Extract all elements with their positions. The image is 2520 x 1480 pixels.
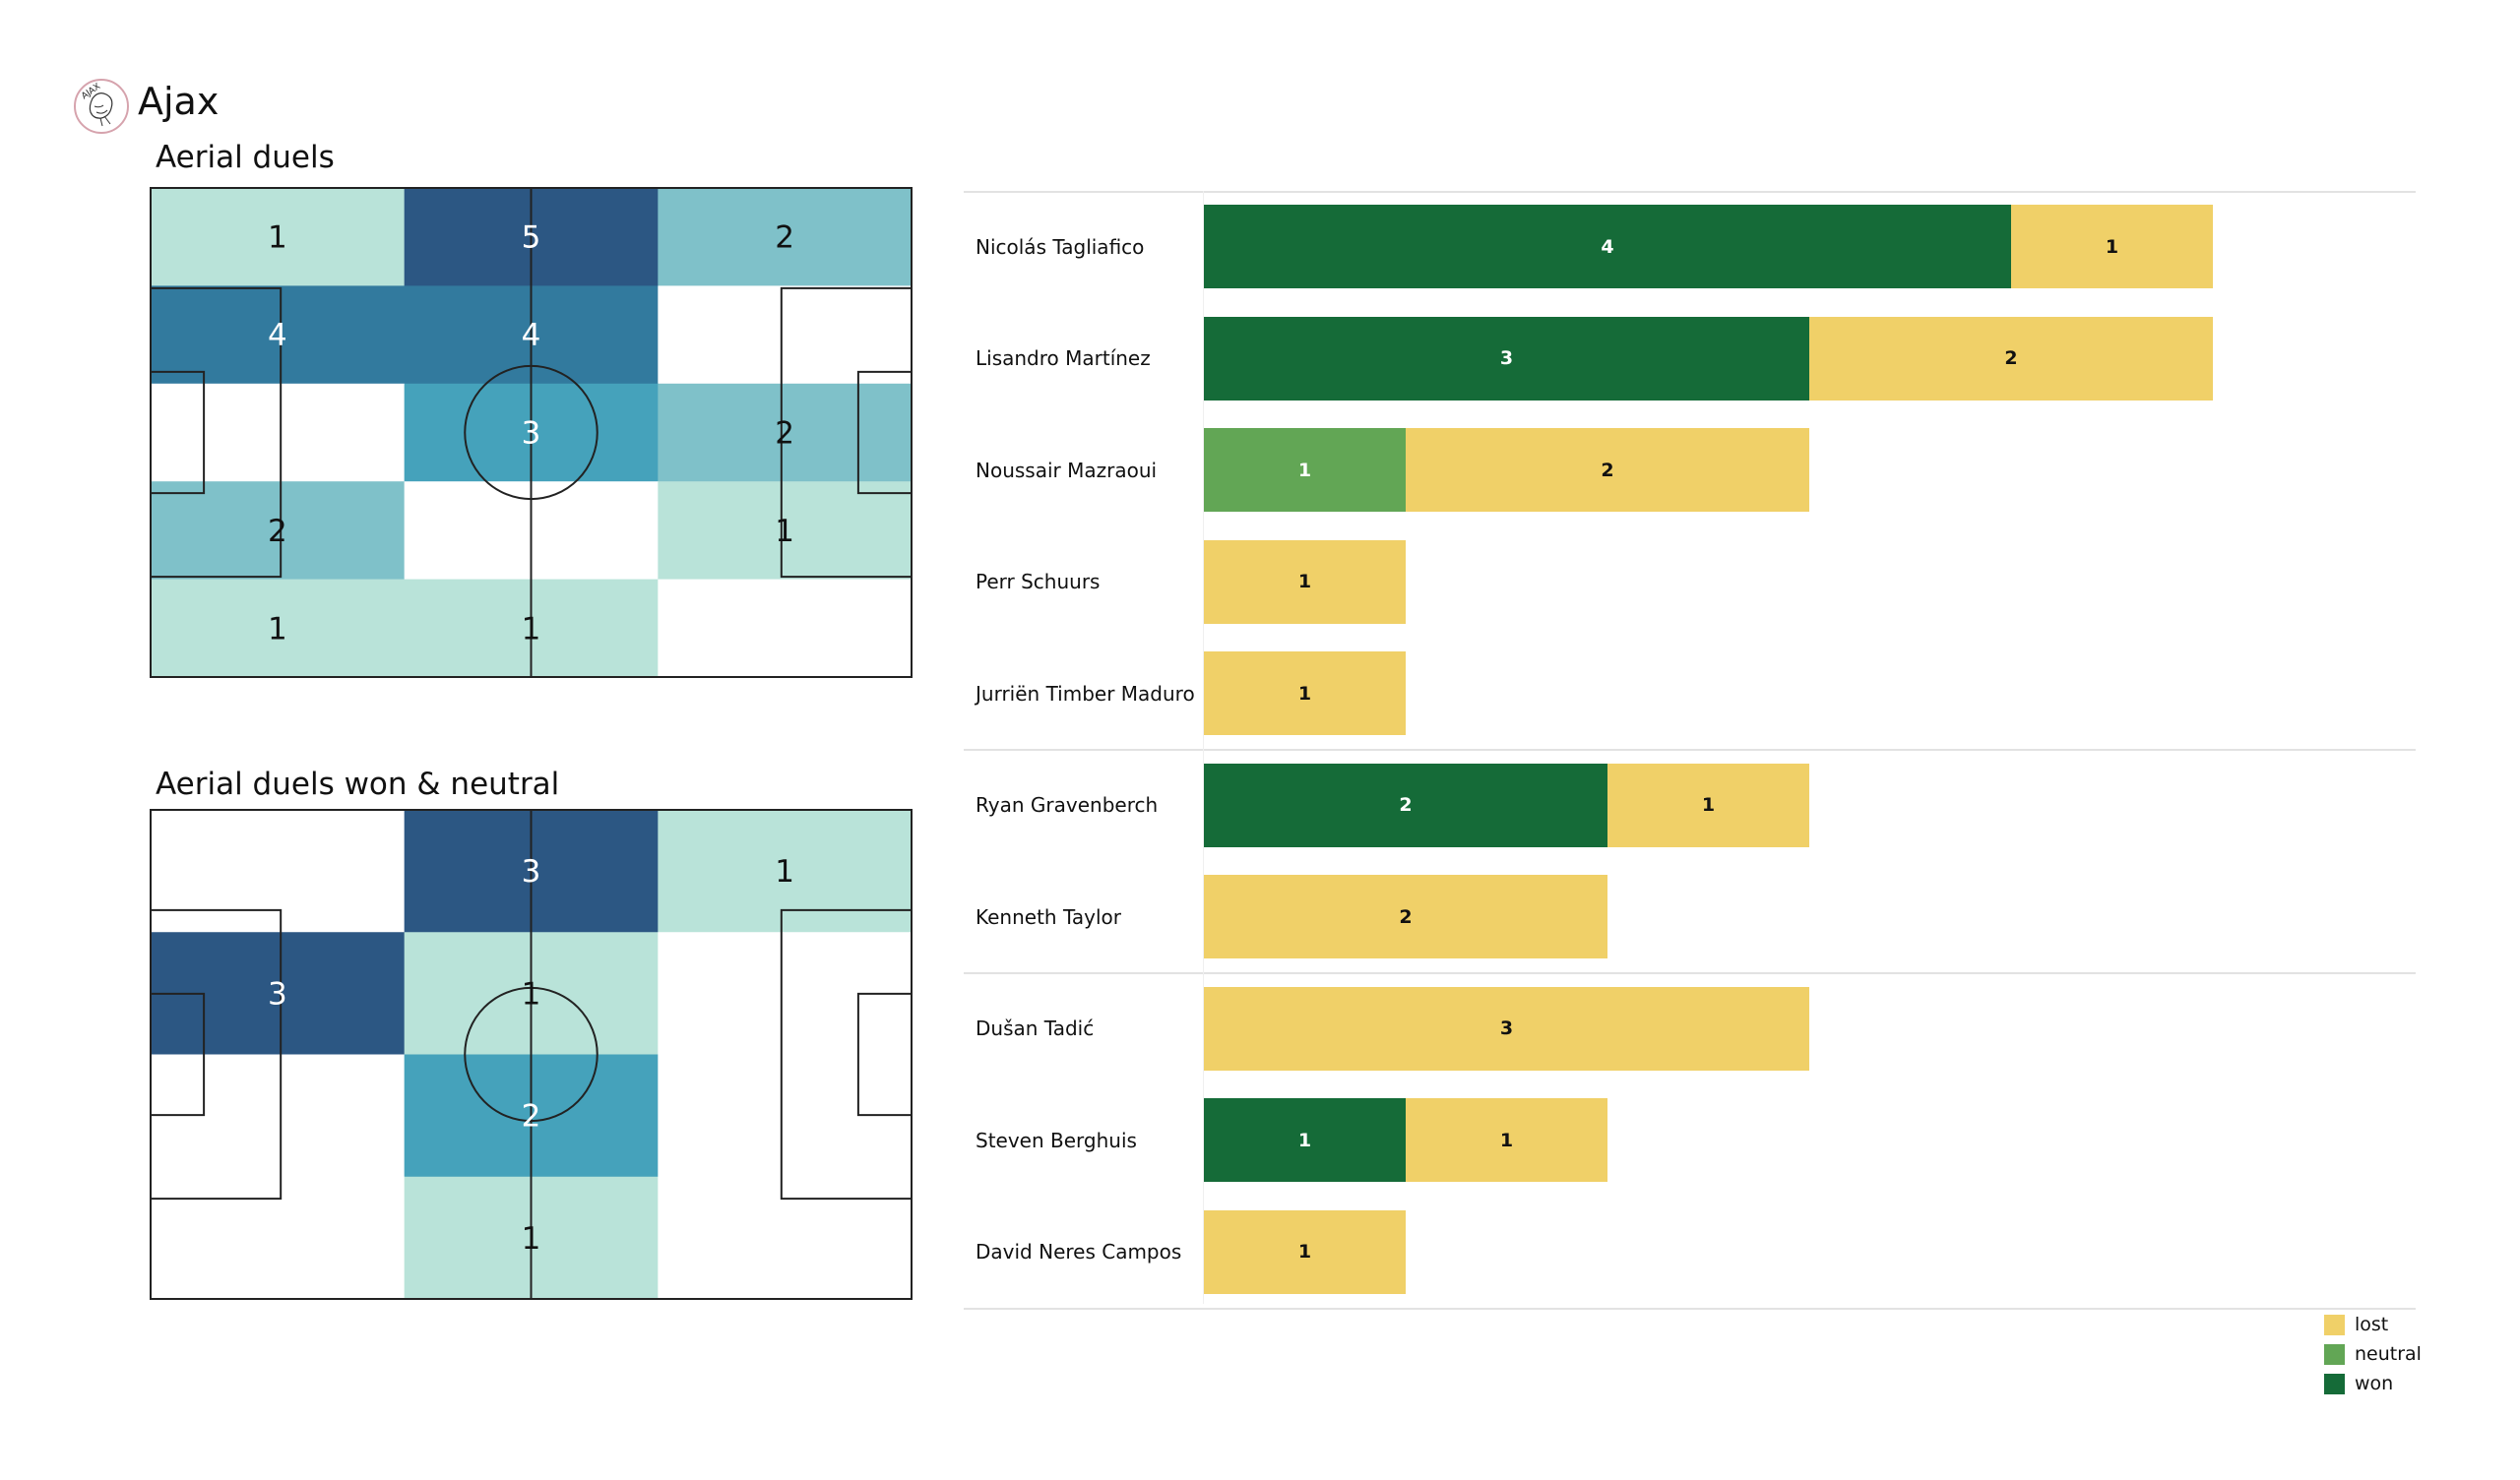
legend-label-won: won — [2355, 1373, 2394, 1394]
heatmap-cell — [658, 810, 913, 933]
bar-segment-neutral: 1 — [1204, 428, 1406, 512]
heatmap-cell-value: 5 — [522, 220, 541, 256]
heatmap-cell — [151, 188, 406, 286]
bar-segment-lost: 2 — [1204, 875, 1607, 958]
heatmap-cell-value: 1 — [268, 611, 287, 647]
heatmap-cell-value: 2 — [268, 514, 287, 549]
heatmap-cell-value: 1 — [775, 514, 794, 549]
left-six-yard-box — [150, 992, 206, 1117]
bar-segment-lost: 1 — [1406, 1098, 1607, 1182]
heatmap-cell — [658, 579, 913, 678]
heatmap-cell-value: 1 — [775, 854, 794, 890]
heatmap-cell-value: 2 — [522, 1099, 541, 1135]
player-name: Jurriën Timber Maduro — [976, 681, 1195, 706]
group-separator — [964, 972, 2416, 974]
player-name: Ryan Gravenberch — [976, 793, 1159, 817]
player-name: David Neres Campos — [976, 1240, 1182, 1264]
bar-segment-lost: 1 — [1204, 1209, 1406, 1294]
heatmap-cell-value: 3 — [522, 854, 541, 890]
heatmap-cell — [658, 383, 913, 482]
heatmap-cell-value: 2 — [775, 220, 794, 256]
legend-item-won: won — [2324, 1373, 2393, 1394]
legend-label-lost: lost — [2355, 1314, 2389, 1335]
bar-segment-lost: 1 — [1607, 763, 1809, 847]
y-axis-line — [1203, 191, 1204, 1304]
legend-item-lost: lost — [2324, 1314, 2388, 1335]
heatmap-cell-value: 1 — [268, 220, 287, 256]
heatmap-cell-value: 3 — [522, 416, 541, 452]
heatmap-cell — [151, 285, 406, 385]
legend-swatch-won — [2324, 1373, 2345, 1394]
pitch-1: 1 5 2 4 4 3 2 2 1 1 1 — [150, 187, 914, 678]
heatmap-cell — [658, 285, 913, 385]
group-separator — [964, 1308, 2416, 1310]
legend-label-neutral: neutral — [2355, 1343, 2422, 1365]
heatmap-cell — [151, 810, 406, 933]
legend-swatch-lost — [2324, 1314, 2345, 1335]
heatmap-cell-value: 1 — [522, 1221, 541, 1257]
player-name: Nicolás Tagliafico — [976, 234, 1145, 259]
heatmap-cell-value: 4 — [522, 318, 541, 353]
heatmap-cell — [658, 481, 913, 581]
center-circle — [464, 986, 598, 1123]
heatmap-cell-value: 1 — [522, 611, 541, 647]
right-six-yard-box — [856, 370, 914, 495]
center-circle — [464, 364, 598, 501]
ajax-crest-icon: AJAX — [74, 79, 129, 134]
player-name: Dušan Tadić — [976, 1017, 1095, 1040]
player-name: Lisandro Martínez — [976, 346, 1151, 370]
legend-item-neutral: neutral — [2324, 1343, 2422, 1365]
legend-swatch-neutral — [2324, 1343, 2345, 1365]
bar-segment-lost: 1 — [2011, 205, 2213, 288]
bar-segment-lost: 2 — [1809, 316, 2213, 401]
player-name: Kenneth Taylor — [976, 904, 1121, 929]
player-name: Perr Schuurs — [976, 570, 1101, 593]
heatmap-cell — [151, 383, 406, 482]
heatmap-cell-value: 3 — [268, 976, 287, 1012]
heatmap-cell — [151, 579, 406, 678]
bar-segment-won: 3 — [1204, 316, 1809, 401]
team-title: Ajax — [138, 80, 220, 123]
bar-segment-won: 2 — [1204, 763, 1607, 847]
heatmap-cell — [151, 481, 406, 581]
player-name: Noussair Mazraoui — [976, 458, 1158, 482]
bar-segment-lost: 1 — [1204, 539, 1406, 624]
heatmap-cell — [658, 188, 913, 286]
group-separator — [964, 191, 2416, 193]
right-six-yard-box — [856, 992, 914, 1117]
pitch-title-aerial-duels: Aerial duels — [156, 140, 335, 175]
heatmap-cell-value: 2 — [775, 416, 794, 452]
heatmap-cell — [658, 1176, 913, 1300]
group-separator — [964, 749, 2416, 751]
heatmap-cell-value: 1 — [522, 976, 541, 1012]
bar-segment-won: 1 — [1204, 1098, 1406, 1182]
bar-segment-won: 4 — [1204, 205, 2011, 288]
pitch-2: 3 1 3 1 2 1 — [150, 809, 914, 1300]
player-name: Steven Berghuis — [976, 1128, 1137, 1152]
bar-segment-lost: 2 — [1406, 428, 1809, 512]
left-six-yard-box — [150, 370, 206, 495]
bar-segment-lost: 1 — [1204, 651, 1406, 735]
bar-segment-lost: 3 — [1204, 986, 1809, 1071]
heatmap-cell — [151, 1176, 406, 1300]
heatmap-cell-value: 4 — [268, 318, 287, 353]
pitch-title-aerial-duels-won-neutral: Aerial duels won & neutral — [156, 767, 560, 802]
